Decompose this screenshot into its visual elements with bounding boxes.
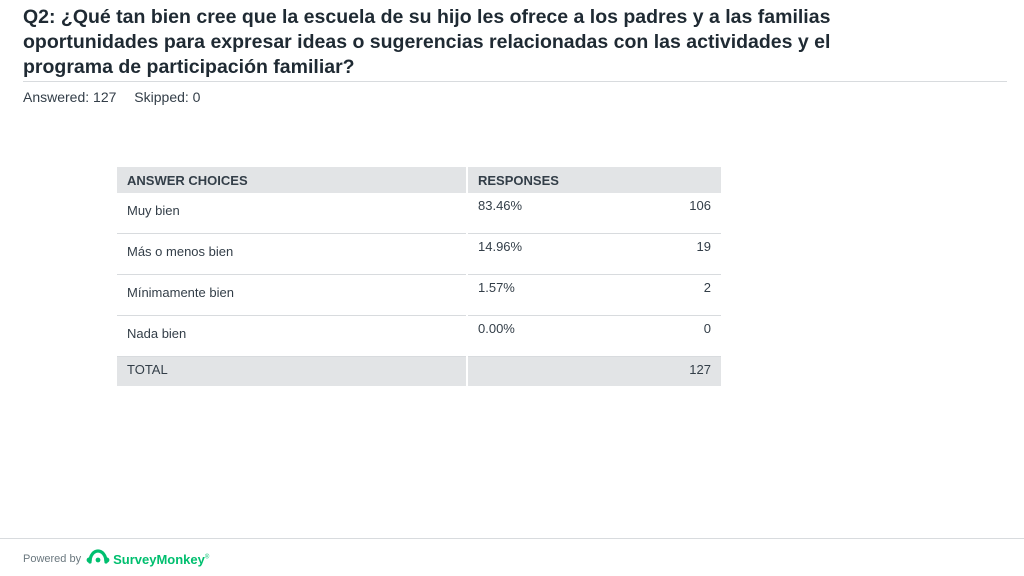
response-cell: 0.00% 0: [466, 315, 721, 357]
title-divider: [23, 81, 1007, 82]
answer-choice: Más o menos bien: [117, 233, 467, 275]
header-responses: RESPONSES: [466, 167, 721, 193]
response-cell: 1.57% 2: [466, 274, 721, 316]
total-count: 127: [689, 362, 711, 377]
question-title: Q2: ¿Qué tan bien cree que la escuela de…: [23, 6, 831, 78]
response-count: 106: [689, 198, 711, 213]
total-row: TOTAL 127: [117, 356, 721, 386]
answer-choice: Muy bien: [117, 193, 467, 234]
brand-name: SurveyMonkey: [113, 551, 205, 567]
response-count: 0: [703, 321, 711, 336]
answered-count: Answered: 127: [23, 89, 117, 105]
answer-choice: Nada bien: [117, 315, 467, 357]
table-header-row: ANSWER CHOICES RESPONSES: [117, 167, 721, 193]
footer: Powered by SurveyMonkey®: [23, 548, 209, 570]
table-row: Mínimamente bien 1.57% 2: [117, 274, 721, 316]
response-percent: 0.00%: [478, 321, 515, 336]
brand-mark: ®: [204, 554, 210, 561]
response-cell: 14.96% 19: [466, 233, 721, 275]
skipped-count: Skipped: 0: [134, 89, 201, 105]
header-answer-choices: ANSWER CHOICES: [117, 167, 467, 193]
total-cell: 127: [466, 356, 721, 386]
response-percent: 14.96%: [478, 239, 523, 254]
response-percent: 83.46%: [478, 198, 523, 213]
surveymonkey-brand[interactable]: SurveyMonkey®: [113, 552, 209, 567]
response-stats: Answered: 127 Skipped: 0: [23, 89, 214, 105]
footer-divider: [0, 538, 1024, 539]
table-row: Nada bien 0.00% 0: [117, 315, 721, 357]
table-row: Más o menos bien 14.96% 19: [117, 233, 721, 275]
answer-choice: Mínimamente bien: [117, 274, 467, 316]
powered-by-text: Powered by: [23, 553, 82, 565]
table-row: Muy bien 83.46% 106: [117, 193, 721, 234]
response-cell: 83.46% 106: [466, 193, 721, 234]
response-count: 2: [703, 280, 711, 295]
response-count: 19: [696, 239, 711, 254]
total-label: TOTAL: [117, 356, 467, 386]
surveymonkey-logo-icon[interactable]: [86, 548, 110, 570]
results-table: ANSWER CHOICES RESPONSES Muy bien 83.46%…: [117, 167, 721, 386]
response-percent: 1.57%: [478, 280, 515, 295]
